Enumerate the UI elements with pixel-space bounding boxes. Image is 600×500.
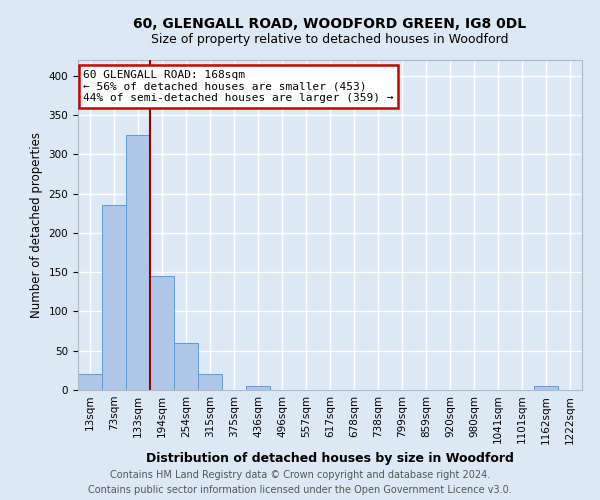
Bar [102, 206, 126, 390]
Text: Contains HM Land Registry data © Crown copyright and database right 2024.
Contai: Contains HM Land Registry data © Crown c… [88, 470, 512, 495]
Bar [198, 374, 222, 390]
Text: 60, GLENGALL ROAD, WOODFORD GREEN, IG8 0DL: 60, GLENGALL ROAD, WOODFORD GREEN, IG8 0… [133, 18, 527, 32]
Bar [246, 386, 270, 390]
Text: Size of property relative to detached houses in Woodford: Size of property relative to detached ho… [151, 32, 509, 46]
Text: 60 GLENGALL ROAD: 168sqm
← 56% of detached houses are smaller (453)
44% of semi-: 60 GLENGALL ROAD: 168sqm ← 56% of detach… [83, 70, 394, 103]
Bar [78, 374, 102, 390]
Bar [126, 134, 150, 390]
X-axis label: Distribution of detached houses by size in Woodford: Distribution of detached houses by size … [146, 452, 514, 465]
Bar [534, 386, 558, 390]
Bar [150, 276, 174, 390]
Y-axis label: Number of detached properties: Number of detached properties [30, 132, 43, 318]
Bar [174, 343, 198, 390]
